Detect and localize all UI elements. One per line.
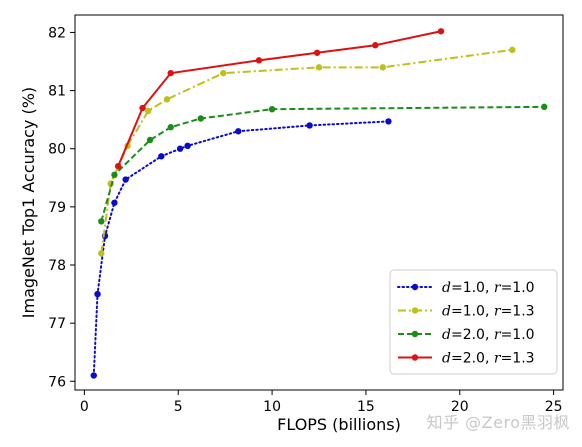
x-tick-label: 0 [80,399,89,415]
data-point [122,176,129,183]
series-line [100,105,545,222]
data-point [197,115,204,122]
legend-item: d=1.0, r=1.3 [398,304,535,320]
data-point [306,122,313,129]
series-line [100,48,513,254]
x-tick-label: 15 [357,399,375,415]
data-point [158,153,165,160]
series-2 [98,103,548,225]
y-axis-label: ImageNet Top1 Accuracy (%) [19,87,38,318]
data-point [372,42,379,49]
y-tick-label: 78 [48,258,66,274]
y-tick-label: 82 [48,25,66,41]
data-point [114,162,122,170]
data-point [94,290,101,298]
x-tick-label: 20 [451,399,469,415]
data-point [167,124,174,131]
data-point [111,199,118,206]
data-point [385,118,392,125]
data-point [163,96,171,103]
watermark-text: 知乎 @Zero黑羽枫 [426,413,570,432]
data-point [146,136,154,144]
data-point [379,64,387,71]
data-point [268,105,276,113]
legend-marker [411,330,419,338]
data-point [220,69,227,77]
plot-frame [74,14,564,391]
x-tick-label: 25 [545,399,563,415]
x-axis-label: FLOPS (billions) [277,415,401,434]
data-point [184,142,191,150]
legend-item: d=2.0, r=1.0 [398,327,535,343]
legend-item: d=1.0, r=1.0 [397,280,535,296]
data-point [111,171,118,179]
data-point [139,104,146,112]
legend-label: d=1.0, r=1.0 [442,280,535,296]
data-point [235,128,242,135]
y-tick-label: 77 [48,316,66,332]
data-point [313,49,321,56]
y-tick-label: 79 [48,200,66,216]
data-point [90,372,97,379]
legend: d=1.0, r=1.0 d=1.0, r=1.3 d=2.0, r=1.0 d=2.… [389,269,558,375]
x-tick-label: 10 [263,399,281,415]
data-point [255,57,263,64]
series-0 [90,118,392,379]
series-1 [98,46,516,257]
legend-box [389,269,558,375]
data-point [145,107,152,115]
data-point [98,218,105,225]
legend-label: d=2.0, r=1.3 [442,351,535,367]
legend-item: d=2.0, r=1.3 [398,351,535,367]
data-point [437,28,445,35]
data-point [167,69,174,77]
series-line [92,120,390,377]
y-tick-label: 81 [48,84,66,100]
legend-label: d=2.0, r=1.0 [442,327,535,343]
y-tick-label: 80 [48,142,66,158]
legend-marker [411,354,419,361]
data-point [176,145,184,152]
data-point [541,103,548,111]
data-point [509,46,516,54]
legend-label: d=1.0, r=1.3 [442,304,535,320]
x-tick-label: 5 [174,399,183,415]
series-3 [114,28,445,170]
legend-marker [411,283,419,291]
data-point [315,64,323,71]
legend-marker [411,307,419,314]
y-tick-label: 76 [48,374,66,390]
data-point [98,250,105,257]
